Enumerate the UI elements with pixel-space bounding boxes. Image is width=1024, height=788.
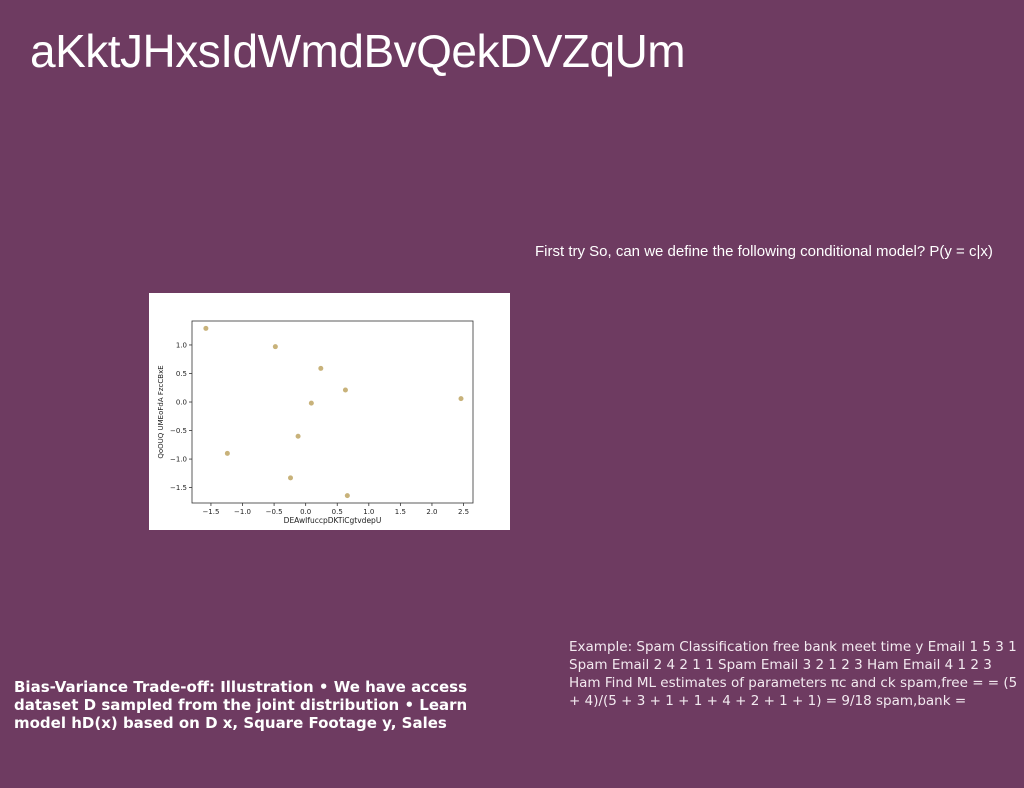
scatter-chart: −1.5 −1.0 −0.5 0.0 0.5 1.0 1.5 2.0 2.5 1.0 0.5 0.0… xyxy=(149,293,510,530)
scatter-chart-svg: −1.5 −1.0 −0.5 0.0 0.5 1.0 1.5 2.0 2.5 1.0 0.5 0.0… xyxy=(157,320,474,525)
y-tick-label: 0.5 xyxy=(176,370,187,378)
slide-title: aKktJHxsIdWmdBvQekDVZqUm xyxy=(30,25,686,77)
scatter-point xyxy=(288,475,294,481)
bias-variance-text: Bias-Variance Trade-off: Illustration • … xyxy=(14,678,468,732)
slide-subtitle: First try So, can we define the followin… xyxy=(535,243,993,260)
chart-y-axis-label: QoOUQ UMEoFdA FzcCBxE xyxy=(157,365,165,458)
spam-classification-text: Example: Spam Classification free bank m… xyxy=(569,639,1018,709)
x-tick-label: 1.5 xyxy=(395,508,406,516)
x-tick-label: 1.0 xyxy=(363,508,374,516)
y-tick-label: −1.0 xyxy=(170,456,187,464)
chart-x-axis-label: DEAwIfuccpDKTiCgtvdepU xyxy=(284,516,382,525)
x-tick-label: 0.0 xyxy=(300,508,311,516)
y-tick-label: 1.0 xyxy=(176,341,187,349)
x-tick-label: 0.5 xyxy=(332,508,343,516)
y-tick-label: 0.0 xyxy=(176,399,187,407)
x-tick-label: −1.0 xyxy=(234,508,251,516)
scatter-point xyxy=(272,344,278,350)
y-tick-label: −1.5 xyxy=(170,484,187,492)
y-tick-label: −0.5 xyxy=(170,427,187,435)
scatter-point xyxy=(344,493,350,499)
x-tick-label: 2.0 xyxy=(426,508,437,516)
scatter-point xyxy=(224,450,230,456)
x-tick-label: −1.5 xyxy=(202,508,219,516)
scatter-point xyxy=(458,396,464,402)
chart-plot-frame xyxy=(191,320,474,504)
scatter-point xyxy=(342,387,348,393)
scatter-point xyxy=(308,400,314,406)
scatter-point xyxy=(203,325,209,331)
x-tick-label: −0.5 xyxy=(266,508,283,516)
x-tick-label: 2.5 xyxy=(458,508,469,516)
scatter-point xyxy=(295,433,301,439)
scatter-point xyxy=(318,365,324,371)
